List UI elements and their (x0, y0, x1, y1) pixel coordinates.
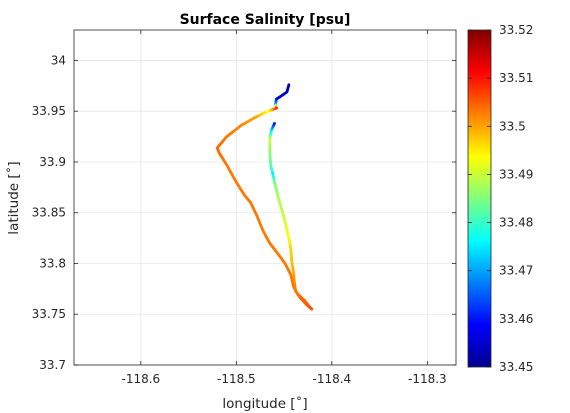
colorbar-tick-label: 33.51 (499, 71, 533, 85)
colorbar-tick-label: 33.48 (499, 216, 533, 230)
y-tick-label: 34 (51, 53, 66, 67)
colorbar-tick-label: 33.47 (499, 264, 533, 278)
x-tick-label: -118.4 (313, 372, 352, 386)
x-gridlines (140, 30, 428, 365)
plot-frame (73, 29, 457, 366)
colorbar-tick-label: 33.46 (499, 312, 533, 326)
x-tick-label: -118.3 (408, 372, 447, 386)
y-tick-label: 33.7 (39, 358, 66, 372)
colorbar-tick-label: 33.49 (499, 167, 533, 181)
y-axis-ticks: 33.7 33.75 33.8 33.85 33.9 33.95 34 (32, 53, 456, 372)
x-axis-label: longitude [˚] (222, 395, 307, 412)
ship-track (215, 83, 314, 311)
x-axis-ticks: -118.6 -118.5 -118.4 -118.3 (122, 30, 447, 386)
plot-background (74, 30, 456, 365)
x-tick-label: -118.6 (122, 372, 161, 386)
y-tick-label: 33.85 (32, 206, 66, 220)
y-tick-label: 33.9 (39, 155, 66, 169)
y-tick-label: 33.8 (39, 256, 66, 270)
x-tick-label: -118.5 (217, 372, 256, 386)
y-tick-label: 33.95 (32, 104, 66, 118)
colorbar (467, 29, 492, 368)
chart-title: Surface Salinity [psu] (180, 12, 351, 28)
colorbar-tick-label: 33.45 (499, 360, 533, 374)
track-point (273, 121, 276, 125)
colorbar-ticks: 33.45 33.46 33.47 33.48 33.49 33.5 33.51 33.52 (468, 23, 533, 374)
colorbar-tick-label: 33.5 (499, 119, 526, 133)
colorbar-tick-label: 33.52 (499, 23, 533, 37)
y-axis-label: latitude [˚] (5, 161, 22, 234)
y-tick-label: 33.75 (32, 307, 66, 321)
